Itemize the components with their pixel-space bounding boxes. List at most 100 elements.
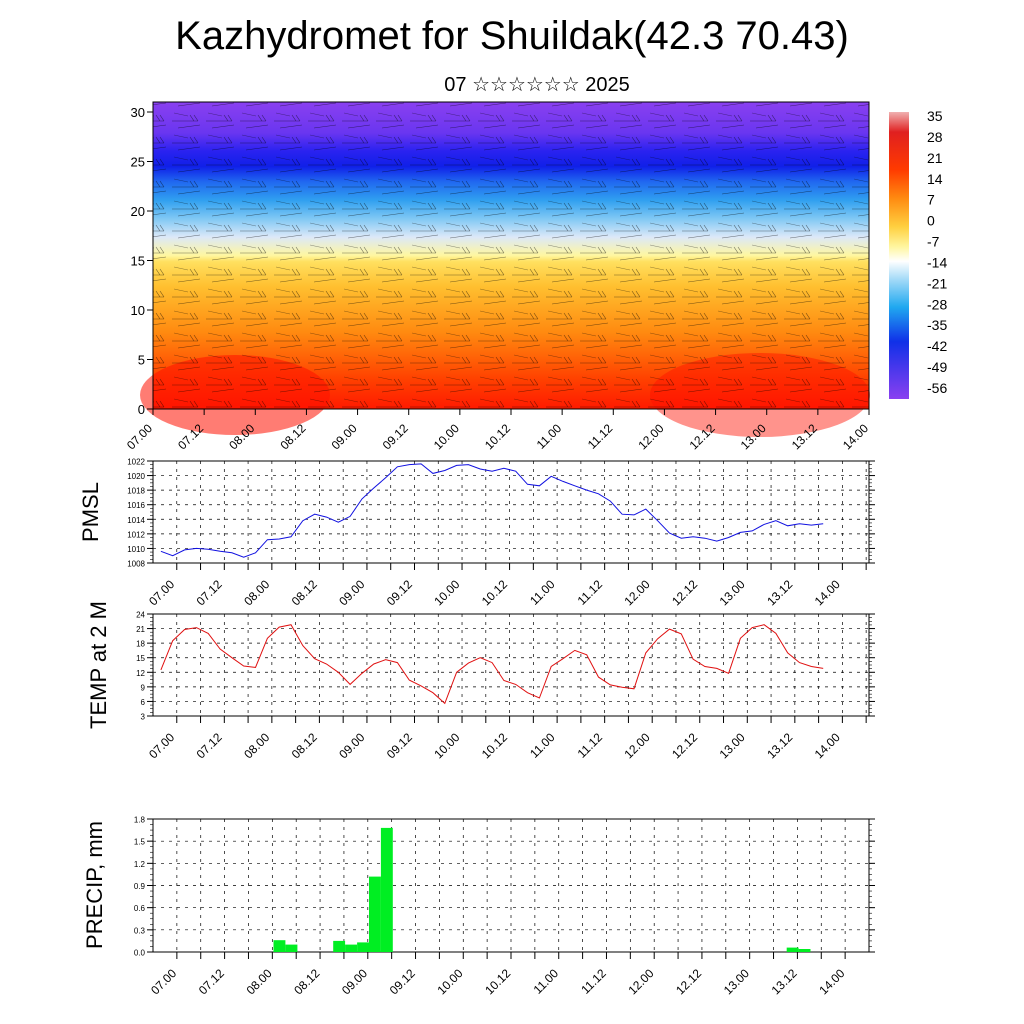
colorbar-label: 21 <box>927 150 943 166</box>
x-tick-label: 10.12 <box>482 421 513 452</box>
y-tick-label: 20 <box>131 204 145 219</box>
colorbar-label: -21 <box>927 275 947 291</box>
y-tick-label: 1012 <box>127 530 145 539</box>
y-tick-label: 24 <box>136 611 145 620</box>
temp-grid <box>153 614 869 716</box>
y-tick-label: 1018 <box>127 487 145 496</box>
y-tick-label: 1.8 <box>134 816 146 825</box>
temp-ylabel: TEMP at 2 M <box>86 601 111 729</box>
y-tick-label: 1016 <box>127 501 145 510</box>
x-tick-label: 11.00 <box>534 421 565 452</box>
y-tick-label: 1022 <box>127 458 145 467</box>
x-tick-label: 09.00 <box>336 730 367 761</box>
x-tick-label: 10.00 <box>431 730 462 761</box>
cross-section-y-axis: 0 5 10 15 20 25 30 <box>131 105 153 417</box>
colorbar-label: -28 <box>927 296 947 312</box>
x-tick-label: 09.00 <box>339 966 370 997</box>
temp-axes: 07.00 07.12 08.00 08.12 09.00 09.12 10.00 10.12… <box>136 611 875 761</box>
x-tick-label: 11.12 <box>575 730 606 761</box>
x-tick-label: 11.12 <box>578 966 609 997</box>
y-tick-label: 15 <box>131 254 145 269</box>
x-tick-label: 12.12 <box>673 966 704 997</box>
x-tick-label: 10.00 <box>431 577 462 608</box>
x-tick-label: 14.00 <box>816 966 847 997</box>
x-tick-label: 10.12 <box>479 577 510 608</box>
y-tick-label: 1014 <box>127 516 145 525</box>
pmsl-axes: 07.00 07.12 08.00 08.12 09.00 09.12 10.00 10.12… <box>127 458 875 608</box>
precip-bar <box>357 942 369 952</box>
x-tick-label: 12.00 <box>625 966 656 997</box>
x-tick-label: 14.00 <box>812 730 843 761</box>
x-tick-label: 07.00 <box>124 421 155 452</box>
x-tick-label: 08.12 <box>289 730 320 761</box>
x-tick-label: 08.00 <box>241 730 272 761</box>
temp-frame <box>152 613 870 717</box>
y-tick-label: 1.2 <box>134 860 146 869</box>
x-tick-label: 09.12 <box>380 421 411 452</box>
y-tick-label: 9 <box>141 683 146 692</box>
y-tick-label: 0.0 <box>134 949 146 958</box>
x-tick-label: 13.12 <box>769 966 800 997</box>
y-tick-label: 3 <box>141 713 146 722</box>
x-tick-label: 13.00 <box>721 966 752 997</box>
pmsl-panel: 07.00 07.12 08.00 08.12 09.00 09.12 10.00 10.12… <box>78 458 875 608</box>
x-tick-label: 12.00 <box>622 730 653 761</box>
y-tick-label: 5 <box>138 353 145 368</box>
x-tick-label: 07.12 <box>194 730 225 761</box>
x-tick-label: 09.00 <box>336 577 367 608</box>
chart-subtitle: 07 ☆☆☆☆☆☆ 2025 <box>444 74 630 96</box>
colorbar-labels: 35 28 21 14 7 0 -7 -14 -21 -28 -35 -42 -49 -56 <box>927 108 947 396</box>
y-tick-label: 0.6 <box>134 904 146 913</box>
x-tick-label: 09.12 <box>387 966 418 997</box>
x-tick-label: 12.00 <box>635 421 666 452</box>
colorbar: 35 28 21 14 7 0 -7 -14 -21 -28 -35 -42 -49 -56 <box>889 108 947 399</box>
precip-bar <box>285 944 298 952</box>
temp-series <box>160 624 824 705</box>
precip-bar <box>798 949 811 952</box>
x-tick-label: 13.00 <box>717 730 748 761</box>
series-line <box>160 624 824 705</box>
y-tick-label: 0.3 <box>134 926 146 935</box>
colorbar-gradient <box>889 112 909 399</box>
x-tick-label: 13.12 <box>764 577 795 608</box>
x-tick-label: 12.00 <box>622 577 653 608</box>
x-tick-label: 10.00 <box>431 421 462 452</box>
colorbar-label: -56 <box>927 380 947 396</box>
y-tick-label: 25 <box>131 155 145 170</box>
colorbar-label: 0 <box>927 213 935 229</box>
colorbar-label: -14 <box>927 254 947 270</box>
precip-bars <box>273 827 811 952</box>
x-tick-label: 08.12 <box>289 577 320 608</box>
y-tick-label: 0 <box>138 402 145 417</box>
y-tick-label: 1020 <box>127 472 145 481</box>
precip-bar <box>786 947 799 952</box>
x-tick-label: 12.12 <box>669 577 700 608</box>
x-tick-label: 08.00 <box>241 577 272 608</box>
pmsl-series <box>160 463 824 558</box>
y-tick-label: 18 <box>136 640 145 649</box>
y-tick-label: 6 <box>141 698 146 707</box>
x-tick-label: 12.12 <box>669 730 700 761</box>
precip-bar <box>333 940 346 952</box>
colorbar-label: 28 <box>927 129 943 145</box>
colorbar-label: -49 <box>927 359 947 375</box>
precip-grid <box>153 819 869 952</box>
pmsl-ylabel: PMSL <box>78 482 103 542</box>
x-tick-label: 08.00 <box>244 966 275 997</box>
precip-bar <box>345 944 357 952</box>
x-tick-label: 10.00 <box>434 966 465 997</box>
series-line <box>160 463 824 558</box>
precip-bar <box>380 827 393 952</box>
precip-ylabel: PRECIP, mm <box>82 821 107 949</box>
y-tick-label: 12 <box>136 669 145 678</box>
y-tick-label: 1010 <box>127 545 145 554</box>
x-tick-label: 10.12 <box>479 730 510 761</box>
precip-axes: 07.00 07.12 08.00 08.12 09.00 09.12 10.00 10.12… <box>134 816 875 997</box>
x-tick-label: 09.00 <box>329 421 360 452</box>
x-tick-label: 11.00 <box>531 966 562 997</box>
y-tick-label: 1.5 <box>134 838 146 847</box>
precip-bar <box>273 940 286 952</box>
x-tick-label: 07.00 <box>146 577 177 608</box>
pmsl-grid <box>153 461 869 563</box>
